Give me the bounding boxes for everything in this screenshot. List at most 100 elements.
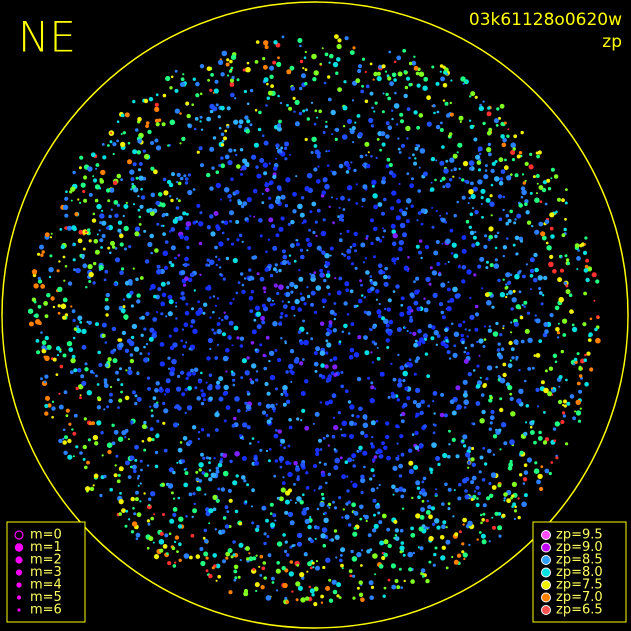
star	[309, 272, 312, 276]
star	[95, 167, 98, 170]
star	[352, 596, 356, 600]
star	[445, 539, 451, 545]
star	[510, 307, 514, 311]
star	[480, 188, 486, 194]
star	[220, 132, 225, 137]
star	[504, 158, 507, 162]
star	[393, 78, 397, 82]
star	[99, 213, 105, 219]
star	[513, 517, 517, 521]
star	[242, 201, 248, 207]
star	[409, 292, 415, 298]
star	[172, 512, 177, 518]
star	[418, 444, 423, 449]
star	[325, 331, 330, 337]
star	[470, 193, 476, 200]
star	[122, 298, 126, 301]
star	[432, 563, 436, 567]
star	[313, 271, 317, 274]
star	[198, 462, 204, 468]
star	[156, 419, 160, 423]
star	[481, 539, 487, 545]
star	[377, 511, 381, 515]
star	[185, 302, 189, 306]
star	[310, 151, 314, 154]
star	[213, 211, 219, 216]
star	[33, 283, 39, 289]
star	[299, 44, 302, 48]
star	[357, 132, 363, 138]
star	[280, 216, 285, 221]
star	[276, 589, 279, 592]
star	[343, 80, 347, 84]
star	[72, 258, 76, 262]
star	[254, 305, 260, 311]
star	[169, 119, 176, 126]
star	[310, 290, 316, 296]
star	[129, 455, 135, 461]
star	[142, 149, 146, 153]
star	[328, 506, 331, 509]
star	[325, 150, 328, 153]
star	[266, 297, 272, 302]
star	[44, 404, 49, 408]
star	[136, 396, 142, 402]
star	[450, 169, 453, 172]
star	[356, 586, 360, 590]
star	[127, 141, 131, 145]
star	[110, 240, 115, 246]
star	[447, 487, 452, 492]
star	[489, 194, 493, 198]
star	[402, 48, 407, 53]
star	[562, 333, 567, 337]
star	[352, 242, 357, 248]
star	[540, 465, 544, 469]
star	[443, 413, 448, 418]
star	[396, 327, 402, 332]
star	[284, 314, 288, 318]
star	[239, 344, 244, 348]
star	[364, 514, 369, 520]
star	[355, 183, 358, 186]
star	[519, 473, 523, 477]
star	[313, 602, 318, 607]
star	[534, 267, 539, 273]
star	[58, 260, 61, 263]
star	[213, 331, 217, 335]
star	[148, 97, 154, 102]
star	[337, 215, 340, 218]
star	[139, 500, 142, 503]
star	[483, 244, 488, 249]
star	[558, 375, 563, 379]
star	[106, 442, 113, 449]
star	[231, 75, 235, 80]
star	[531, 366, 535, 370]
star	[100, 169, 106, 176]
star	[209, 347, 212, 351]
star	[57, 311, 61, 315]
star	[309, 588, 315, 594]
star	[583, 358, 588, 363]
star	[249, 378, 252, 381]
star	[263, 140, 269, 146]
star	[575, 410, 582, 416]
star	[141, 439, 145, 443]
star	[150, 409, 154, 412]
star	[255, 378, 259, 382]
star	[289, 560, 294, 564]
star	[79, 320, 83, 324]
star	[232, 378, 236, 382]
star	[278, 226, 284, 232]
star	[216, 328, 222, 335]
star	[448, 443, 451, 446]
star	[212, 136, 217, 140]
star	[471, 462, 476, 467]
star	[445, 212, 449, 215]
star	[540, 302, 544, 306]
star	[297, 330, 302, 334]
star	[293, 460, 298, 466]
star	[393, 262, 396, 265]
star	[152, 317, 158, 322]
star	[319, 268, 323, 273]
star	[464, 328, 467, 331]
